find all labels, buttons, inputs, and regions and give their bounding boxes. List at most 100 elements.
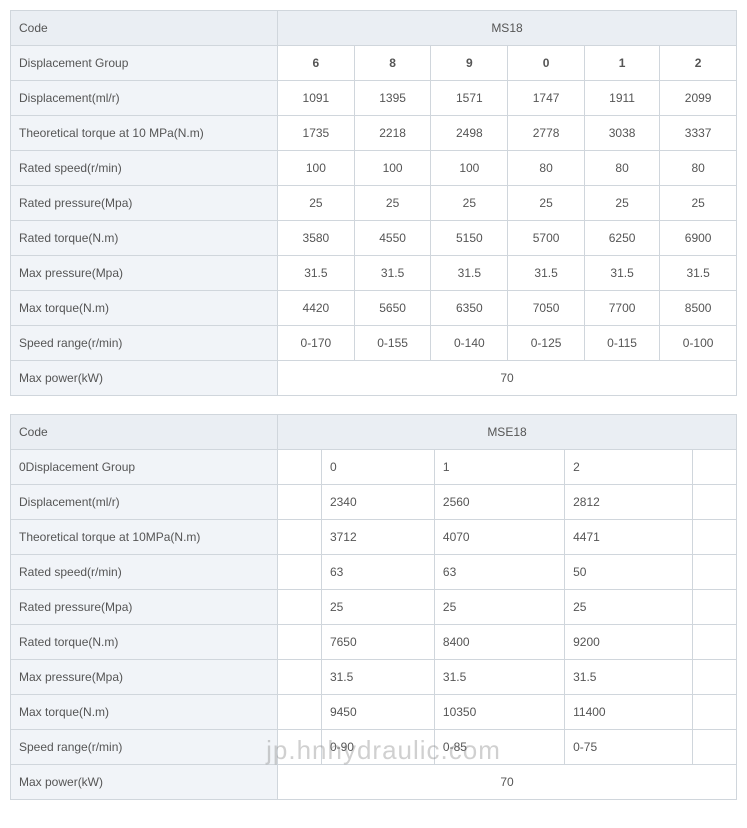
row-value: [278, 520, 322, 555]
row-label: Rated speed(r/min): [11, 555, 278, 590]
row-value: 1735: [278, 116, 355, 151]
row-value: 5150: [431, 221, 508, 256]
row-value: 6: [278, 46, 355, 81]
row-label: Max torque(N.m): [11, 695, 278, 730]
row-value: 25: [354, 186, 431, 221]
row-value: 25: [278, 186, 355, 221]
row-value: 9200: [565, 625, 693, 660]
row-value: [693, 730, 737, 765]
row-value: 31.5: [278, 256, 355, 291]
max-power-label: Max power(kW): [11, 361, 278, 396]
max-power-value: 70: [278, 765, 737, 800]
row-label: Rated torque(N.m): [11, 625, 278, 660]
row-label: Max pressure(Mpa): [11, 660, 278, 695]
row-value: 25: [660, 186, 737, 221]
row-label: Rated speed(r/min): [11, 151, 278, 186]
row-value: 7650: [321, 625, 434, 660]
row-value: 1: [434, 450, 564, 485]
row-label: Rated torque(N.m): [11, 221, 278, 256]
row-value: 8: [354, 46, 431, 81]
row-value: [693, 450, 737, 485]
row-label: 0Displacement Group: [11, 450, 278, 485]
spec-table-mse18: Code MSE18 0Displacement Group012Displac…: [10, 414, 737, 800]
row-value: [278, 555, 322, 590]
row-value: 6350: [431, 291, 508, 326]
row-value: 25: [584, 186, 659, 221]
row-label: Displacement Group: [11, 46, 278, 81]
row-value: 1911: [584, 81, 659, 116]
row-value: 8500: [660, 291, 737, 326]
row-value: 1571: [431, 81, 508, 116]
row-value: 9: [431, 46, 508, 81]
row-value: 0-155: [354, 326, 431, 361]
row-value: 3337: [660, 116, 737, 151]
row-label: Displacement(ml/r): [11, 81, 278, 116]
row-value: [693, 520, 737, 555]
row-value: 100: [354, 151, 431, 186]
row-value: 25: [508, 186, 585, 221]
row-value: 6900: [660, 221, 737, 256]
row-value: 100: [431, 151, 508, 186]
row-value: 31.5: [321, 660, 434, 695]
code-label-cell: Code: [11, 415, 278, 450]
max-power-value: 70: [278, 361, 737, 396]
row-value: 2099: [660, 81, 737, 116]
row-value: 31.5: [565, 660, 693, 695]
row-value: 31.5: [508, 256, 585, 291]
row-label: Max torque(N.m): [11, 291, 278, 326]
code-value-cell: MS18: [278, 11, 737, 46]
row-value: 0-90: [321, 730, 434, 765]
row-value: [693, 625, 737, 660]
row-value: 0-170: [278, 326, 355, 361]
row-value: 3038: [584, 116, 659, 151]
row-value: 1091: [278, 81, 355, 116]
row-value: 0-75: [565, 730, 693, 765]
row-value: 1395: [354, 81, 431, 116]
row-value: 2498: [431, 116, 508, 151]
row-value: 31.5: [431, 256, 508, 291]
row-value: [278, 660, 322, 695]
row-value: 2: [565, 450, 693, 485]
row-value: 31.5: [660, 256, 737, 291]
row-value: [278, 625, 322, 660]
row-label: Max pressure(Mpa): [11, 256, 278, 291]
row-value: 31.5: [354, 256, 431, 291]
row-value: 2812: [565, 485, 693, 520]
row-value: 10350: [434, 695, 564, 730]
row-value: [278, 695, 322, 730]
row-value: 31.5: [584, 256, 659, 291]
row-value: 25: [434, 590, 564, 625]
row-value: [693, 660, 737, 695]
row-value: 2560: [434, 485, 564, 520]
row-value: [693, 695, 737, 730]
row-value: 2778: [508, 116, 585, 151]
row-value: 2340: [321, 485, 434, 520]
row-label: Speed range(r/min): [11, 730, 278, 765]
row-label: Theoretical torque at 10MPa(N.m): [11, 520, 278, 555]
row-value: [278, 590, 322, 625]
row-label: Speed range(r/min): [11, 326, 278, 361]
row-value: 3712: [321, 520, 434, 555]
row-value: 25: [565, 590, 693, 625]
row-value: 9450: [321, 695, 434, 730]
spec-table-ms18: Code MS18 Displacement Group689012Displa…: [10, 10, 737, 396]
row-value: 0: [321, 450, 434, 485]
row-value: 5650: [354, 291, 431, 326]
row-value: 0-85: [434, 730, 564, 765]
row-value: 63: [321, 555, 434, 590]
row-value: 0: [508, 46, 585, 81]
row-value: 1747: [508, 81, 585, 116]
row-value: [278, 730, 322, 765]
row-value: 25: [321, 590, 434, 625]
row-value: 7050: [508, 291, 585, 326]
row-value: 4471: [565, 520, 693, 555]
row-value: 31.5: [434, 660, 564, 695]
row-label: Rated pressure(Mpa): [11, 186, 278, 221]
row-value: 11400: [565, 695, 693, 730]
row-value: [278, 485, 322, 520]
row-value: 5700: [508, 221, 585, 256]
row-value: 2: [660, 46, 737, 81]
row-value: 25: [431, 186, 508, 221]
row-value: [693, 590, 737, 625]
row-value: 0-100: [660, 326, 737, 361]
